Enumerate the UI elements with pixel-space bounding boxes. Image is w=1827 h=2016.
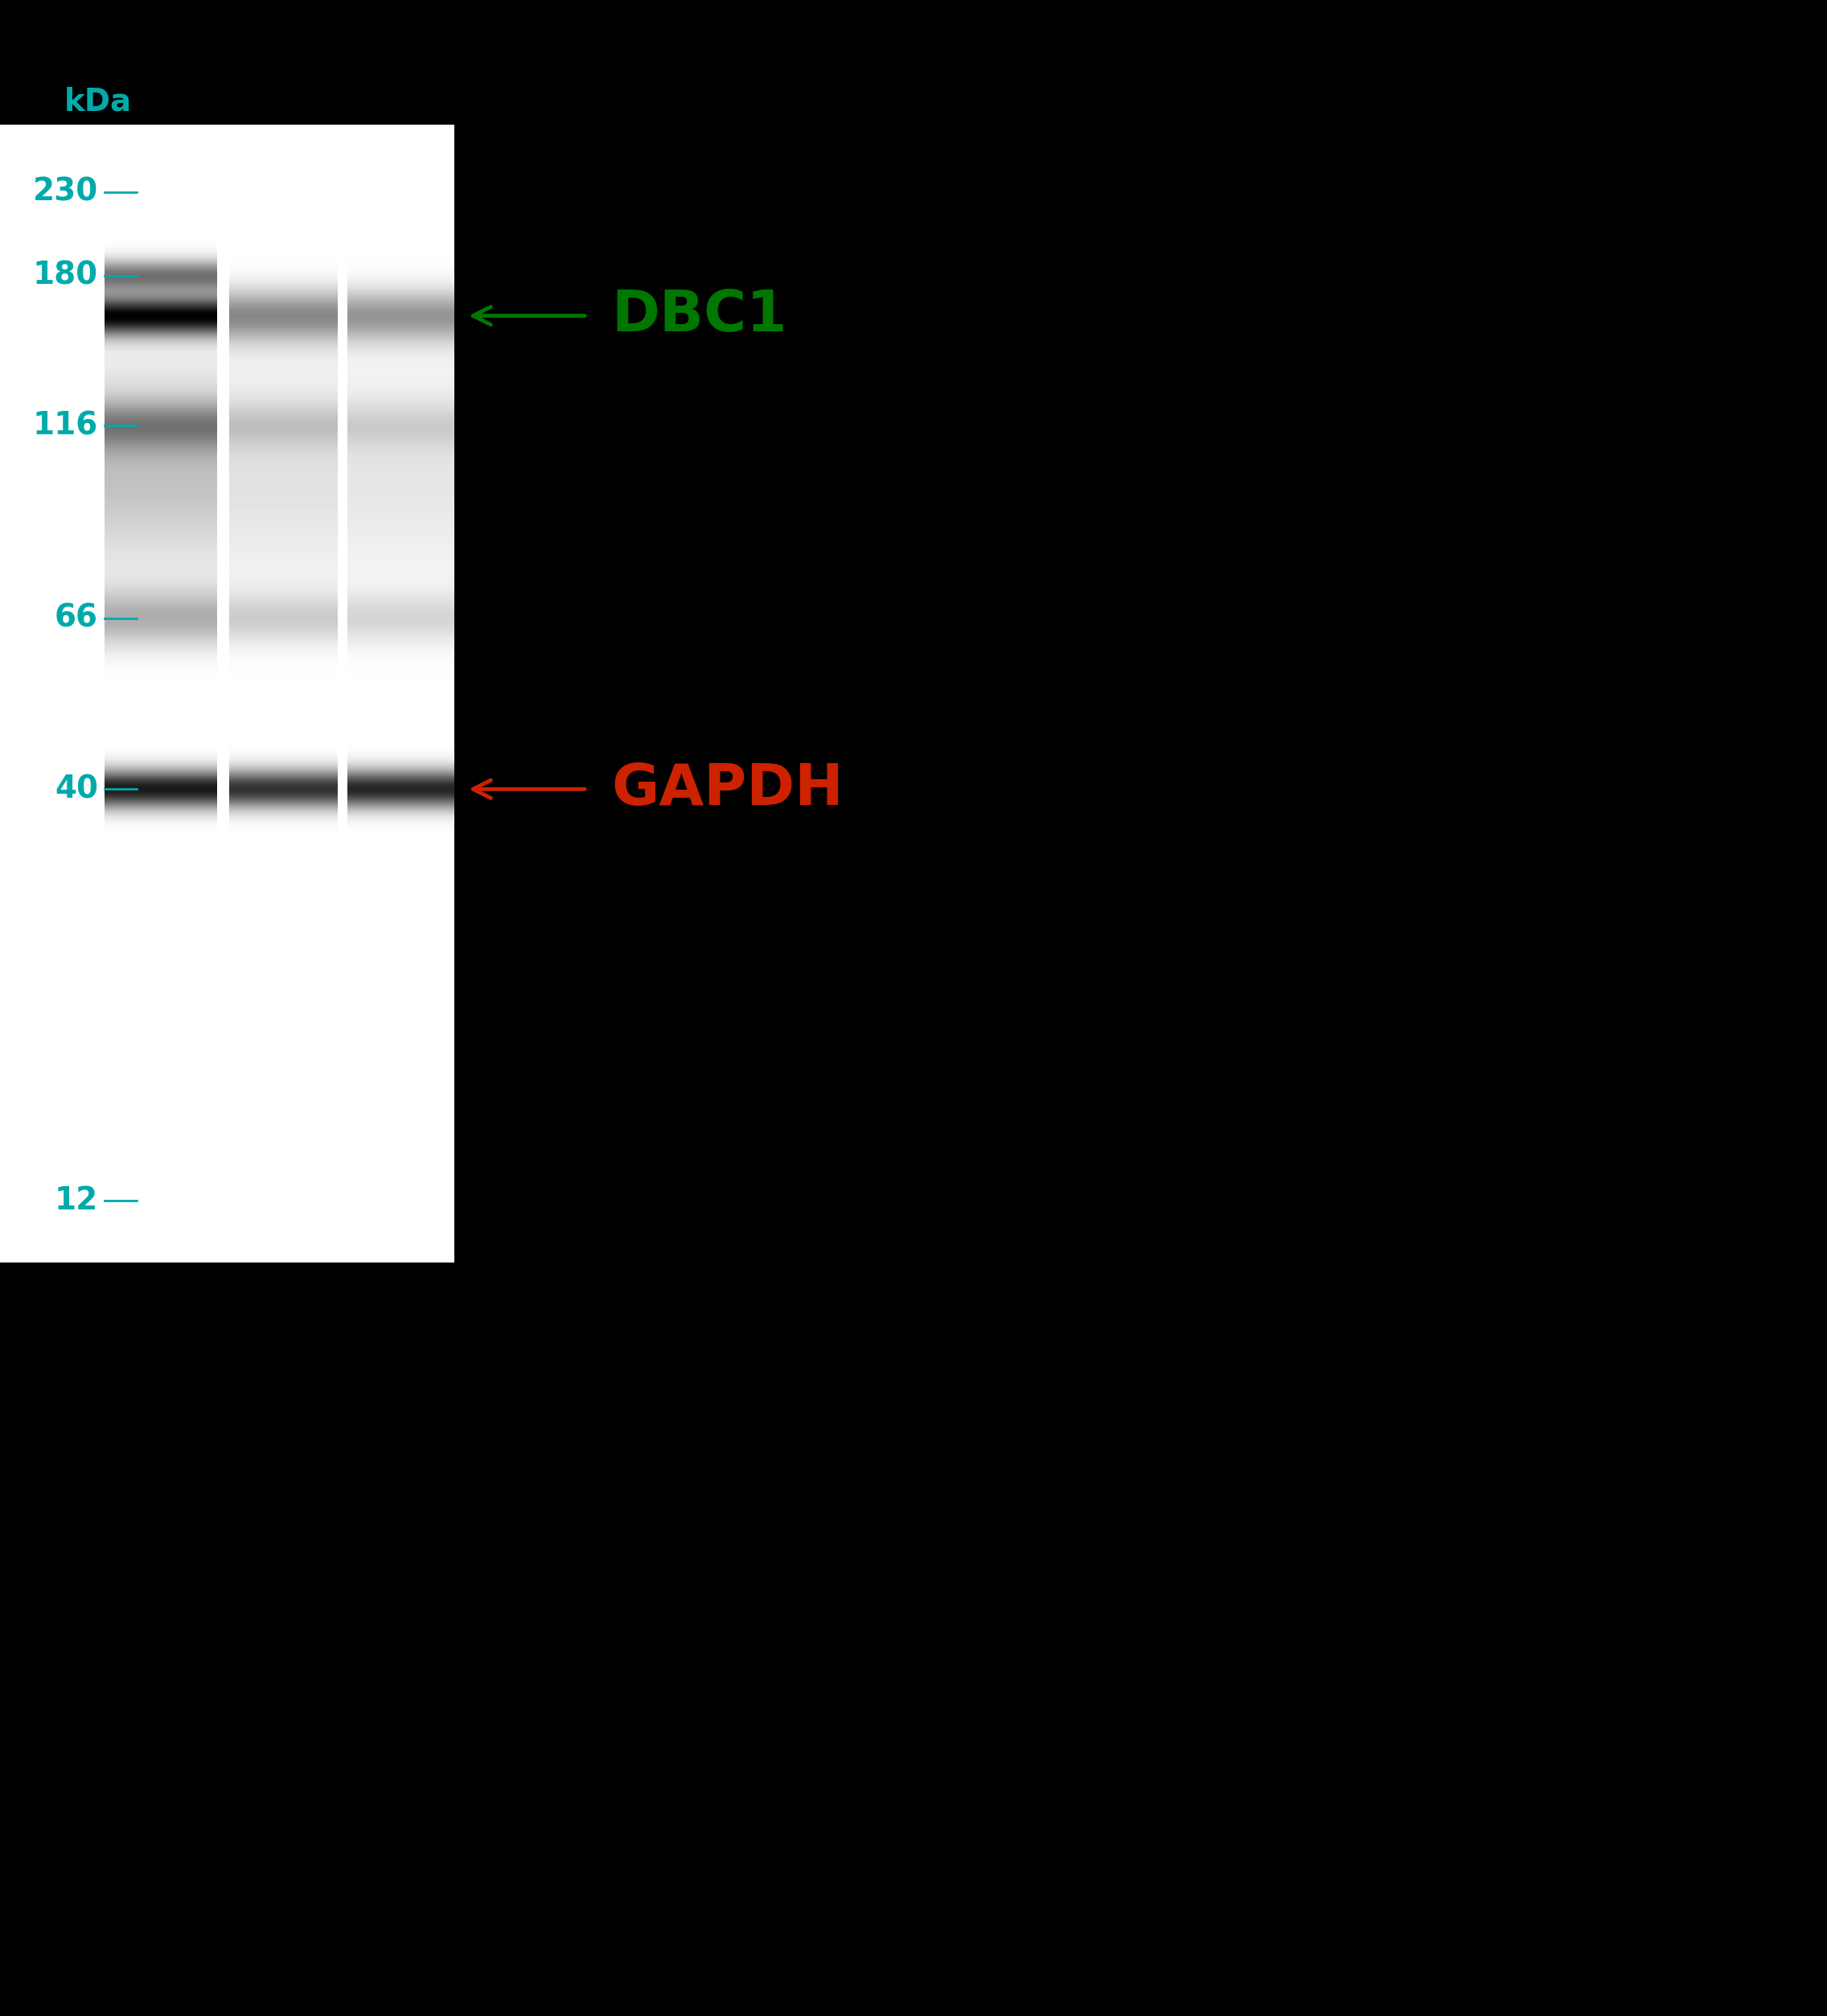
Text: 12: 12 (55, 1185, 99, 1216)
Text: 230: 230 (33, 177, 99, 208)
Text: 66: 66 (55, 603, 99, 633)
Text: GAPDH: GAPDH (612, 762, 844, 816)
Text: 116: 116 (33, 411, 99, 442)
Bar (455, 0, 1827, 2016)
Bar (0, 0, 1827, 125)
Text: kDa: kDa (64, 87, 132, 117)
Bar (104, 125, 455, 1262)
Bar (338, 125, 347, 1262)
Text: 180: 180 (33, 260, 99, 290)
Text: DBC1: DBC1 (612, 288, 787, 343)
Bar (217, 125, 228, 1262)
Bar (0, 125, 104, 1262)
Bar (0, 1262, 1827, 2016)
Text: 40: 40 (55, 774, 99, 804)
